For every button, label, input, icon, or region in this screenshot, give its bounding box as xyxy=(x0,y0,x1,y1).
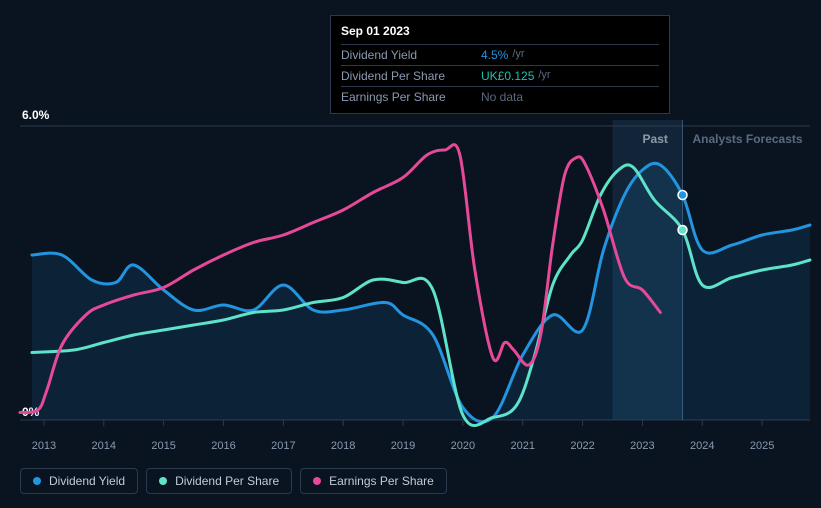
tooltip-row-label: Dividend Per Share xyxy=(341,69,481,83)
x-axis-tick-label: 2025 xyxy=(750,440,774,452)
x-axis-tick-label: 2019 xyxy=(391,440,415,452)
x-axis-tick-label: 2020 xyxy=(451,440,475,452)
x-axis-tick-label: 2017 xyxy=(271,440,295,452)
x-axis-tick-label: 2018 xyxy=(331,440,355,452)
tooltip-row: Dividend Yield4.5% /yr xyxy=(341,44,659,65)
tooltip-row-label: Earnings Per Share xyxy=(341,90,481,104)
tooltip-row-value: UK£0.125 xyxy=(481,69,534,83)
tooltip-row-suffix: /yr xyxy=(512,48,524,62)
tooltip-row-value: No data xyxy=(481,90,523,104)
x-axis-tick-label: 2023 xyxy=(630,440,654,452)
tooltip-row-suffix: /yr xyxy=(538,69,550,83)
legend-dot-icon xyxy=(313,477,321,485)
x-axis-tick-label: 2022 xyxy=(570,440,594,452)
x-axis-tick-label: 2013 xyxy=(32,440,56,452)
tooltip-row: Earnings Per ShareNo data xyxy=(341,86,659,107)
tooltip-row-label: Dividend Yield xyxy=(341,48,481,62)
legend-dot-icon xyxy=(33,477,41,485)
legend-item-label: Dividend Per Share xyxy=(175,474,279,488)
x-axis-tick-label: 2021 xyxy=(510,440,534,452)
chart-legend: Dividend Yield Dividend Per Share Earnings… xyxy=(20,468,447,494)
x-axis-tick-label: 2015 xyxy=(151,440,175,452)
legend-item-label: Dividend Yield xyxy=(49,474,125,488)
legend-item[interactable]: Dividend Yield xyxy=(20,468,138,494)
legend-dot-icon xyxy=(159,477,167,485)
chart-tooltip: Sep 01 2023 Dividend Yield4.5%/yrDividen… xyxy=(330,15,670,114)
x-axis-tick-label: 2014 xyxy=(92,440,116,452)
tooltip-date: Sep 01 2023 xyxy=(341,22,659,44)
legend-item[interactable]: Dividend Per Share xyxy=(146,468,292,494)
legend-item[interactable]: Earnings Per Share xyxy=(300,468,447,494)
x-axis-tick-label: 2024 xyxy=(690,440,714,452)
x-axis-tick-label: 2016 xyxy=(211,440,235,452)
tooltip-row-value: 4.5% xyxy=(481,48,508,62)
dividend-chart: Sep 01 2023 Dividend Yield4.5%/yrDividen… xyxy=(0,0,821,508)
tooltip-row: Dividend Per ShareUK£0.125/yr xyxy=(341,65,659,86)
legend-item-label: Earnings Per Share xyxy=(329,474,434,488)
